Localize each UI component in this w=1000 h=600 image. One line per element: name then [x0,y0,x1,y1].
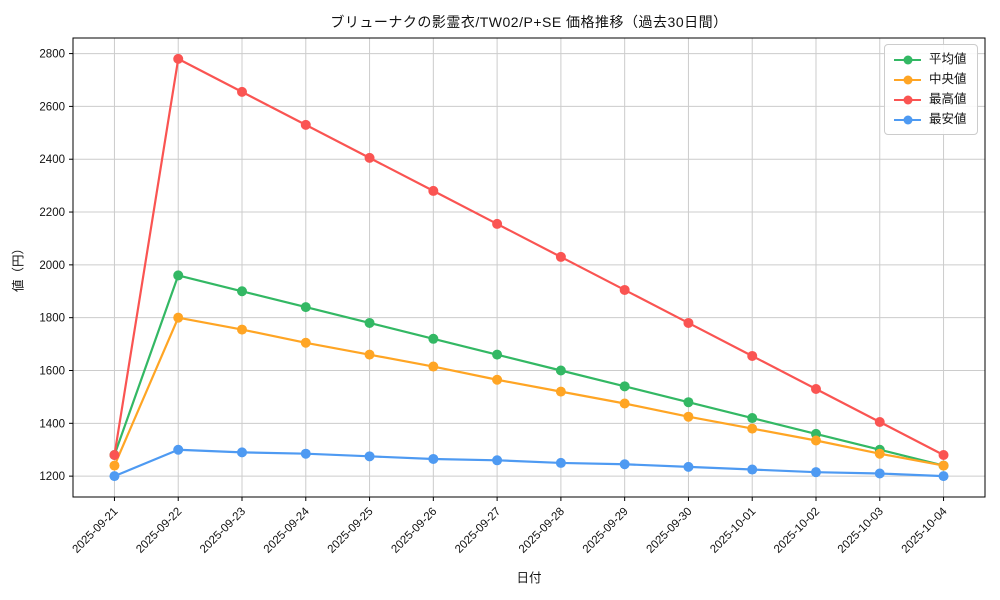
series-point-median [300,337,311,348]
series-point-min [364,451,375,462]
y-tick-label: 2000 [39,260,65,272]
legend-marker-min-icon [894,115,921,124]
series-point-min [683,461,694,472]
series-point-max [428,185,439,196]
series-point-average [747,413,758,424]
legend-marker-median-icon [894,75,921,84]
x-tick-label: 2025-09-22 [134,506,184,556]
series-point-max [619,284,630,295]
series-point-median [173,312,184,323]
x-tick-label: 2025-09-30 [644,506,694,556]
series-point-max [555,251,566,262]
x-tick-label: 2025-09-25 [326,506,376,556]
series-point-average [492,349,503,360]
y-tick-label: 2800 [39,49,65,61]
y-tick-label: 1600 [39,365,65,377]
legend-label-median: 中央値 [929,72,967,86]
legend-label-max: 最高値 [929,92,967,106]
x-tick-label: 2025-09-27 [453,506,503,556]
x-tick-label: 2025-10-04 [900,505,951,556]
series-point-average [237,286,248,297]
series-point-median [619,398,630,409]
series-point-median [109,460,120,471]
legend-item-average: 平均値 [894,52,967,67]
series-point-median [428,361,439,372]
series-point-max [874,416,885,427]
x-tick-label: 2025-09-24 [262,505,313,556]
series-line-min [113,448,945,478]
series-point-average [364,317,375,328]
legend-item-median: 中央値 [894,72,967,87]
series-point-min [428,453,439,464]
y-tick-label: 2600 [39,101,65,113]
series-point-average [300,302,311,313]
x-tick-label: 2025-09-21 [70,506,120,556]
series-point-max [683,317,694,328]
legend-label-min: 最安値 [929,112,967,126]
series-point-median [237,324,248,335]
x-tick-label: 2025-10-01 [708,506,758,556]
x-tick-label: 2025-09-29 [581,506,631,556]
series-point-max [492,218,503,229]
series-point-max [173,53,184,64]
series-point-average [619,381,630,392]
x-axis-label: 日付 [516,571,542,585]
series-point-median [683,411,694,422]
series-point-median [810,435,821,446]
series-line-median [113,316,945,467]
y-axis-label: 値（円） [11,241,26,293]
y-tick-label: 2400 [39,154,65,166]
series-point-min [938,471,949,482]
x-tick-label: 2025-09-23 [198,506,248,556]
x-tick-label: 2025-09-26 [389,506,439,556]
legend-label-average: 平均値 [929,52,967,66]
series-point-average [555,365,566,376]
series-point-min [492,455,503,466]
legend-marker-average-icon [894,55,921,64]
y-tick-label: 1400 [39,418,65,430]
series-point-max [810,383,821,394]
chart-title: ブリューナクの影霊衣/TW02/P+SE 価格推移（過去30日間） [330,14,728,30]
series-point-min [237,447,248,458]
series-point-min [810,467,821,478]
series-point-min [874,468,885,479]
x-tick-label: 2025-10-02 [772,506,822,556]
series-point-median [747,423,758,434]
series-point-max [300,119,311,130]
series-point-min [555,457,566,468]
axes-frame [72,37,986,498]
series-point-min [300,448,311,459]
y-tick-label: 2200 [39,207,65,219]
series-point-average [173,270,184,281]
series-point-min [173,444,184,455]
series-point-average [428,333,439,344]
y-tick-label: 1200 [39,471,65,483]
series-line-max [113,57,945,457]
series-point-median [555,386,566,397]
legend-item-min: 最安値 [894,112,967,127]
series-point-max [364,152,375,163]
series-point-min [109,471,120,482]
series-point-median [364,349,375,360]
series-point-max [109,450,120,461]
series-line-average [113,274,945,467]
series-point-min [747,464,758,475]
series-point-min [619,459,630,470]
legend-item-max: 最高値 [894,92,967,107]
series-point-median [874,448,885,459]
legend-marker-max-icon [894,95,921,104]
x-tick-label: 2025-10-03 [836,506,886,556]
series-point-max [237,86,248,97]
series-point-average [683,397,694,408]
series-point-median [938,460,949,471]
x-tick-label: 2025-09-28 [517,506,567,556]
legend: 平均値 中央値 最高値 最安値 [884,44,978,135]
y-tick-label: 1800 [39,313,65,325]
series-point-median [492,374,503,385]
series-point-max [938,450,949,461]
series-point-max [747,350,758,361]
